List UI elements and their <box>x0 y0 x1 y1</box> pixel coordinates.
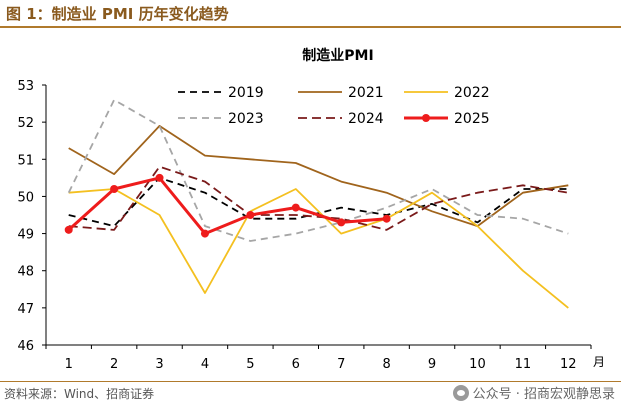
legend-label-2024: 2024 <box>348 111 384 127</box>
legend-label-2019: 2019 <box>228 85 264 101</box>
legend: 2019 2021 2022 2023 2024 2025 <box>178 85 490 127</box>
source-note: 资料来源：Wind、招商证券 <box>4 387 155 401</box>
series-line-2024 <box>68 165 569 231</box>
figure-title: 图 1：制造业 PMI 历年变化趋势 <box>6 5 229 23</box>
x-tick-label: 10 <box>469 357 486 372</box>
y-tick-label: 47 <box>17 302 34 317</box>
legend-label-2022: 2022 <box>454 85 490 101</box>
x-tick-label: 12 <box>560 357 577 372</box>
series-point-2025 <box>155 173 164 182</box>
x-tick-label: 11 <box>515 357 532 372</box>
series-point-2025 <box>246 211 255 219</box>
y-tick-label: 53 <box>17 79 34 94</box>
series-point-2025 <box>64 225 73 234</box>
y-tick-label: 48 <box>17 265 34 280</box>
watermark: 公众号 · 招商宏观静思录 <box>452 383 615 402</box>
x-tick-label: 9 <box>428 357 436 372</box>
series-point-2025 <box>382 214 391 223</box>
x-tick-label: 2 <box>110 357 118 372</box>
x-tick-label: 5 <box>246 357 254 372</box>
series-line-2025 <box>67 176 387 236</box>
x-axis-label: 月 <box>593 355 605 369</box>
top-rule <box>0 26 621 28</box>
series-line-2021 <box>68 125 569 228</box>
series-layer <box>64 99 569 309</box>
series-line-2019 <box>68 176 569 228</box>
legend-label-2023: 2023 <box>228 111 264 127</box>
series-line-2022 <box>68 188 569 309</box>
x-tick-label: 4 <box>201 357 209 372</box>
bottom-rule <box>0 381 621 382</box>
series-line-2023 <box>67 99 569 242</box>
x-tick-label: 6 <box>292 357 300 372</box>
watermark-text: 公众号 · 招商宏观静思录 <box>472 387 615 402</box>
legend-label-2021: 2021 <box>348 85 384 101</box>
legend-marker-2025 <box>422 114 430 122</box>
legend-label-2025: 2025 <box>454 111 490 127</box>
series-point-2025 <box>200 229 209 238</box>
series-point-2025 <box>110 185 119 193</box>
wechat-icon <box>452 384 469 401</box>
x-tick-label: 8 <box>382 357 390 372</box>
y-tick-label: 52 <box>17 116 34 131</box>
x-tick-label: 1 <box>65 357 73 372</box>
x-tick-label: 3 <box>155 357 163 372</box>
y-tick-label: 51 <box>17 153 34 168</box>
y-tick-label: 50 <box>17 190 34 205</box>
series-point-2025 <box>291 203 300 212</box>
y-tick-label: 46 <box>17 339 34 354</box>
series-point-2025 <box>337 218 346 227</box>
x-tick-label: 7 <box>337 357 345 372</box>
y-tick-label: 49 <box>17 228 34 243</box>
chart-title: 制造业PMI <box>302 47 373 64</box>
